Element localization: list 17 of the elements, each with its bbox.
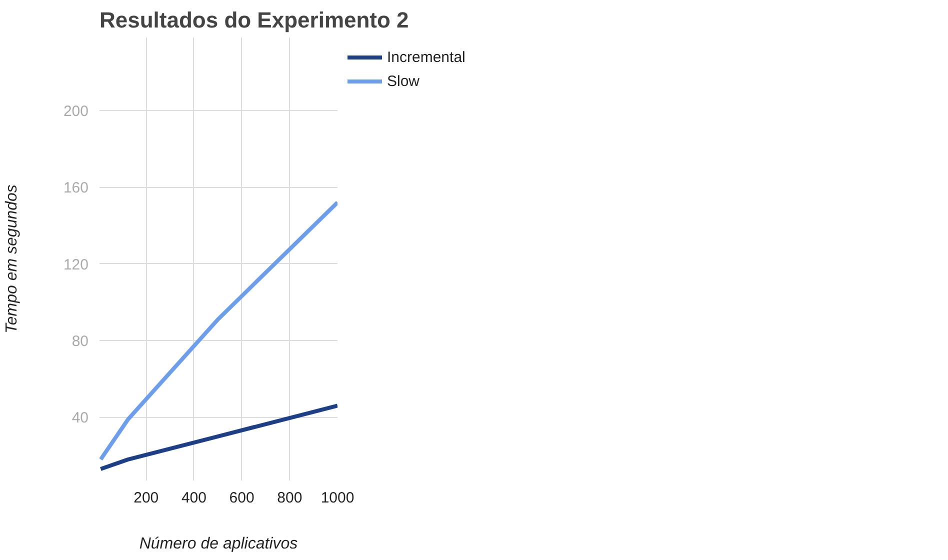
x-tick-label: 1000: [320, 490, 354, 506]
line-series: [100, 200, 338, 462]
x-tick-label: 600: [229, 490, 254, 506]
y-tick-label: 120: [63, 256, 89, 274]
line-series: [100, 404, 338, 471]
y-tick-label: 80: [72, 333, 89, 350]
y-axis-title: Tempo em segundos: [3, 184, 20, 334]
y-tick-label: 160: [63, 180, 89, 197]
legend-label: Slow: [387, 72, 420, 90]
x-tick-label: 400: [181, 490, 206, 506]
legend-label: Incremental: [387, 48, 466, 66]
y-tick-label: 200: [63, 102, 89, 120]
chart-title: Resultados do Experimento 2: [100, 8, 409, 32]
y-tick-label: 40: [72, 410, 89, 427]
x-tick-label: 200: [134, 490, 159, 506]
x-tick-label: 800: [277, 490, 302, 506]
x-axis-title: Número de aplicativos: [139, 536, 298, 552]
